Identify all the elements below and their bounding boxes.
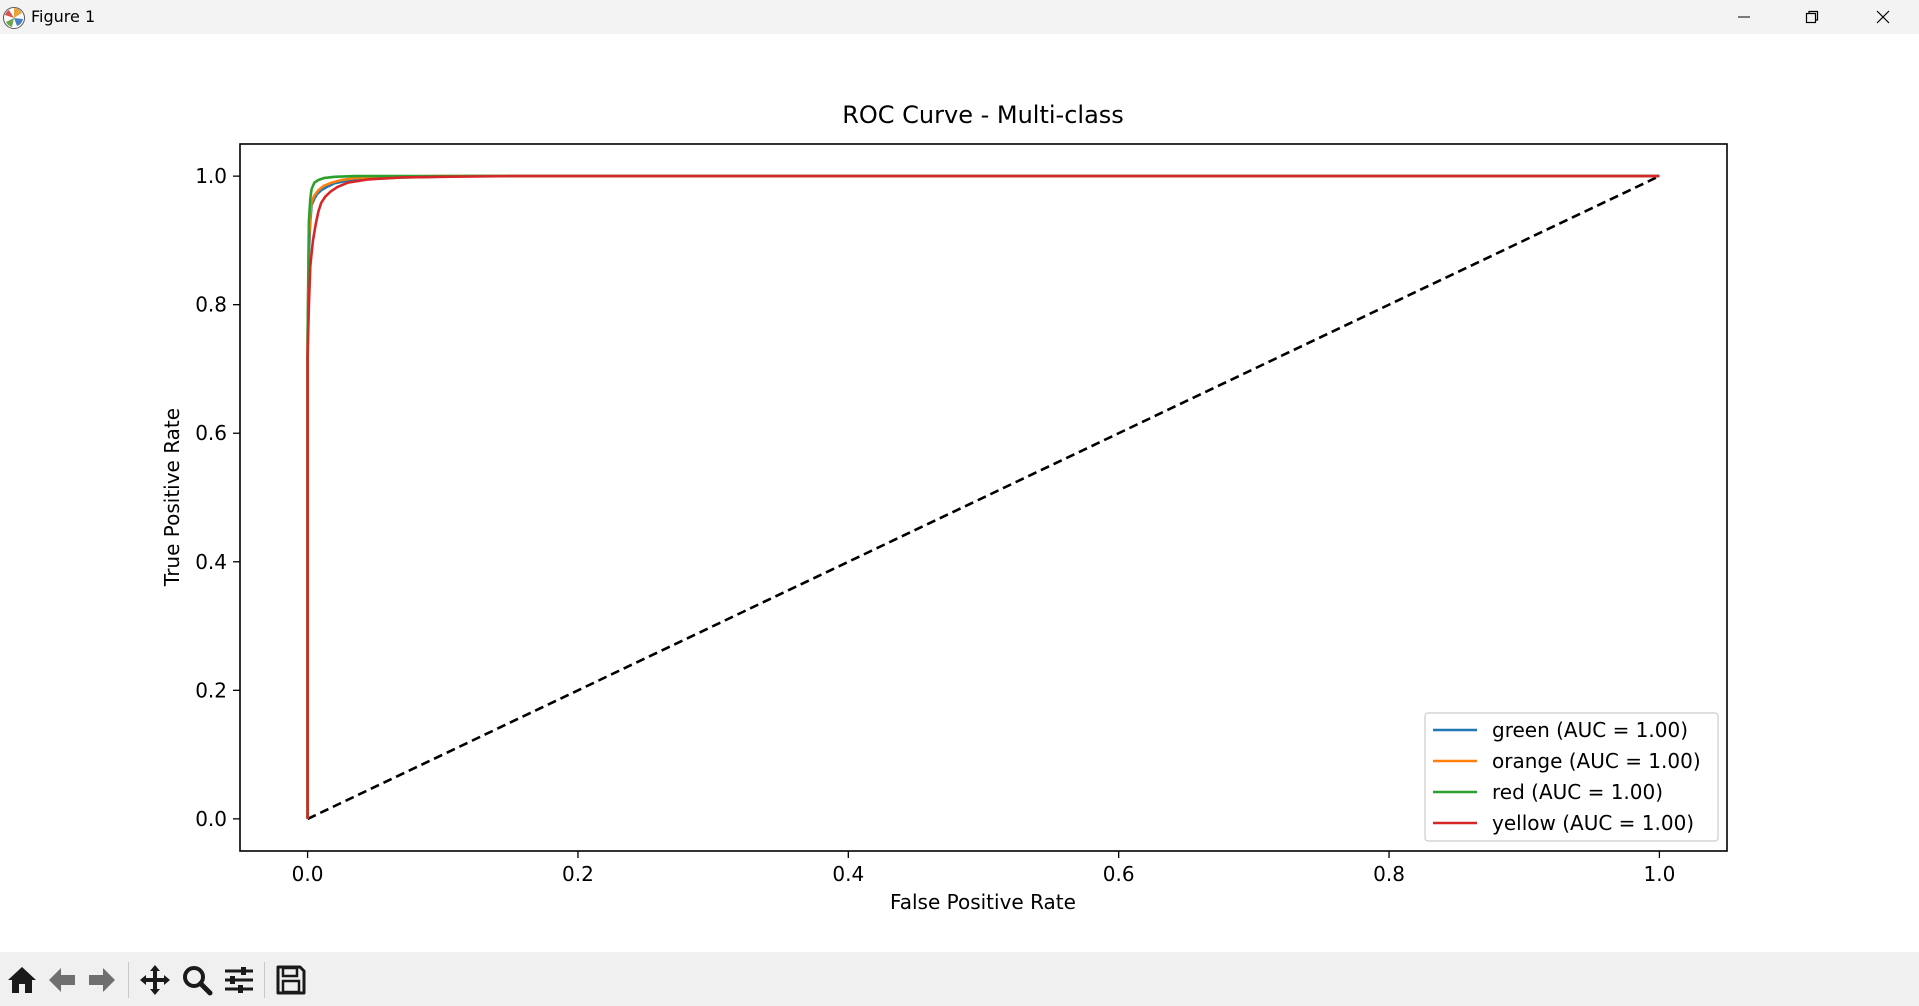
toolbar-separator bbox=[264, 962, 265, 998]
restore-icon bbox=[1805, 10, 1819, 24]
y-tick-label: 1.0 bbox=[195, 164, 227, 188]
close-button[interactable] bbox=[1849, 0, 1917, 34]
legend-label: orange (AUC = 1.00) bbox=[1492, 749, 1701, 773]
legend-label: red (AUC = 1.00) bbox=[1492, 780, 1663, 804]
restore-button[interactable] bbox=[1778, 0, 1846, 34]
x-tick-label: 0.2 bbox=[562, 862, 594, 886]
home-button[interactable] bbox=[2, 960, 42, 1000]
sliders-icon bbox=[225, 967, 253, 993]
series-line-yellow bbox=[306, 174, 1660, 819]
y-tick-label: 0.0 bbox=[195, 807, 227, 831]
y-tick-label: 0.4 bbox=[195, 550, 227, 574]
y-tick-label: 0.6 bbox=[195, 421, 227, 445]
forward-button[interactable] bbox=[82, 960, 122, 1000]
matplotlib-logo-icon bbox=[3, 7, 25, 29]
series-layer bbox=[306, 174, 1660, 821]
x-ticks: 0.0 0.2 0.4 0.6 0.8 1.0 bbox=[292, 851, 1676, 886]
zoom-icon bbox=[183, 966, 213, 996]
diagonal-reference-line bbox=[307, 174, 1660, 821]
back-arrow-icon bbox=[49, 968, 75, 992]
figure-canvas[interactable]: ROC Curve - Multi-class 0.0 0.2 0.4 0.6 0.8 1… bbox=[0, 34, 1919, 952]
chart-title: ROC Curve - Multi-class bbox=[842, 101, 1124, 129]
window-title: Figure 1 bbox=[31, 7, 96, 26]
y-axis-label: True Positive Rate bbox=[160, 408, 184, 587]
save-icon bbox=[276, 965, 306, 995]
legend: green (AUC = 1.00) orange (AUC = 1.00) red… bbox=[1424, 712, 1719, 842]
toolbar-separator bbox=[128, 962, 129, 998]
move-icon bbox=[140, 965, 170, 995]
pan-button[interactable] bbox=[135, 960, 175, 1000]
y-ticks: 0.0 0.2 0.4 0.6 0.8 1.0 bbox=[195, 164, 240, 831]
x-tick-label: 1.0 bbox=[1644, 862, 1676, 886]
x-tick-label: 0.8 bbox=[1373, 862, 1405, 886]
forward-arrow-icon bbox=[89, 968, 115, 992]
roc-chart: ROC Curve - Multi-class 0.0 0.2 0.4 0.6 0.8 1… bbox=[160, 101, 1728, 914]
close-icon bbox=[1876, 10, 1890, 24]
window-titlebar: Figure 1 bbox=[0, 0, 1919, 34]
navigation-toolbar bbox=[0, 952, 1919, 1006]
x-axis-label: False Positive Rate bbox=[890, 890, 1076, 914]
configure-subplots-button[interactable] bbox=[219, 960, 259, 1000]
plot-frame bbox=[239, 143, 1728, 852]
zoom-button[interactable] bbox=[177, 960, 217, 1000]
legend-label: yellow (AUC = 1.00) bbox=[1492, 811, 1694, 835]
minimize-button[interactable] bbox=[1710, 0, 1778, 34]
legend-frame bbox=[1424, 712, 1719, 842]
x-tick-label: 0.4 bbox=[832, 862, 864, 886]
legend-label: green (AUC = 1.00) bbox=[1492, 718, 1688, 742]
home-icon bbox=[8, 967, 36, 993]
y-tick-label: 0.8 bbox=[195, 293, 227, 317]
minimize-icon bbox=[1738, 16, 1750, 18]
save-button[interactable] bbox=[271, 960, 311, 1000]
series-line-red bbox=[306, 174, 1660, 819]
y-tick-label: 0.2 bbox=[195, 678, 227, 702]
x-tick-label: 0.6 bbox=[1103, 862, 1135, 886]
x-tick-label: 0.0 bbox=[292, 862, 324, 886]
back-button[interactable] bbox=[42, 960, 82, 1000]
